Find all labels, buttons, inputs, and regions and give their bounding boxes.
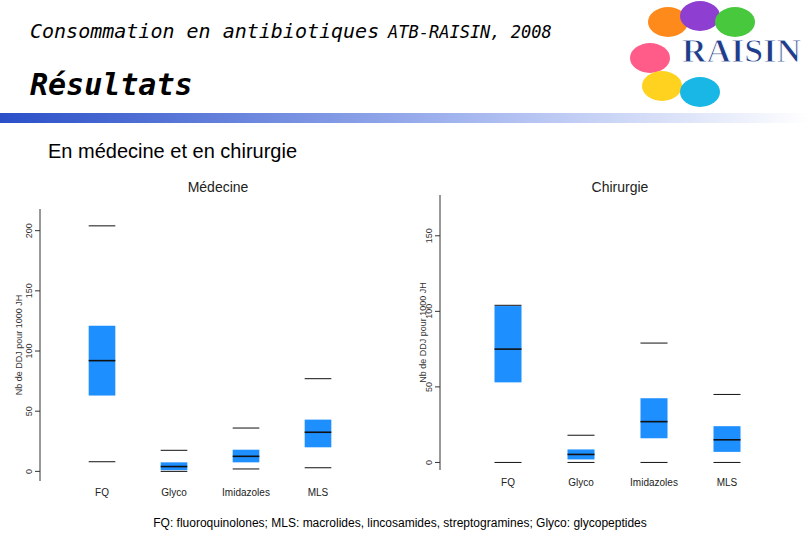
y-tick [35, 471, 40, 472]
x-tick-label: FQ [501, 477, 515, 488]
heading: Résultats [30, 67, 193, 102]
y-axis-label: Nb de DDJ pour 1000 JH [418, 282, 428, 383]
logo-petal [680, 1, 720, 31]
title-suffix: ATB-RAISIN, 2008 [387, 22, 552, 42]
logo-petal [630, 43, 670, 73]
y-tick-label: 100 [24, 344, 34, 359]
whisker-min [567, 462, 594, 463]
box [713, 426, 740, 452]
whisker-max [567, 435, 594, 436]
y-tick [435, 386, 440, 387]
whisker-max [713, 394, 740, 395]
box [89, 326, 116, 396]
box [494, 306, 521, 382]
footnote: FQ: fluoroquinolones; MLS: macrolides, l… [153, 516, 647, 530]
whisker-min [233, 468, 260, 469]
whisker-max [640, 343, 667, 344]
box [161, 462, 188, 470]
median [494, 348, 521, 350]
whisker-min [713, 462, 740, 463]
box [640, 398, 667, 438]
logo-petal [642, 71, 682, 101]
logo: RAISIN [630, 1, 801, 107]
y-tick [35, 290, 40, 291]
plot-marks [494, 305, 740, 462]
y-axis-label: Nb de DDJ pour 1000 JH [14, 295, 24, 396]
header-bar [0, 113, 810, 123]
chart: Chirurgie050100150Nb de DDJ pour 1000 JH… [418, 179, 741, 488]
y-tick-label: 150 [24, 283, 34, 298]
median [161, 466, 188, 468]
whisker-max [89, 225, 116, 226]
y-tick [435, 235, 440, 236]
x-tick-label: Glyco [568, 477, 594, 488]
y-tick [435, 311, 440, 312]
y-tick-label: 0 [424, 460, 434, 465]
y-tick-label: 0 [24, 469, 34, 474]
logo-petal [680, 77, 720, 107]
x-tick-label: Imidazoles [222, 487, 270, 498]
plot-marks [89, 226, 332, 472]
y-axis [40, 209, 41, 481]
median [305, 431, 332, 433]
x-tick-label: MLS [308, 487, 329, 498]
y-tick [35, 351, 40, 352]
median [233, 456, 260, 458]
whisker-min [640, 462, 667, 463]
y-tick [35, 411, 40, 412]
logo-text: RAISIN [682, 32, 801, 69]
x-tick-label: MLS [717, 477, 738, 488]
x-tick-label: Glyco [161, 487, 187, 498]
subheading: En médecine et en chirurgie [48, 140, 297, 162]
whisker-max [233, 428, 260, 429]
whisker-max [305, 378, 332, 379]
whisker-min [494, 462, 521, 463]
whisker-min [305, 467, 332, 468]
x-tick-label: Imidazoles [630, 477, 678, 488]
y-tick [435, 462, 440, 463]
median [713, 439, 740, 441]
y-tick-label: 50 [24, 406, 34, 416]
box [233, 450, 260, 463]
whisker-min [89, 461, 116, 462]
y-tick-label: 200 [24, 223, 34, 238]
chart: Médecine 0 50 100 150 200 Nb de DDJ pour 1000 … [14, 179, 331, 498]
chart-title: Chirurgie [592, 179, 649, 195]
median [567, 454, 594, 456]
whisker-max [494, 305, 521, 306]
box [305, 420, 332, 448]
slide: Consommation en antibiotiques ATB-RAISIN,… [0, 0, 810, 540]
title: Consommation en antibiotiques [30, 19, 379, 43]
y-tick [35, 230, 40, 231]
whisker-min [161, 471, 188, 472]
median [640, 421, 667, 423]
y-tick-label: 150 [424, 228, 434, 243]
x-tick-label: FQ [95, 487, 109, 498]
whisker-max [161, 450, 188, 451]
median [89, 360, 116, 362]
chart-title: Médecine [188, 179, 249, 195]
box [567, 449, 594, 459]
